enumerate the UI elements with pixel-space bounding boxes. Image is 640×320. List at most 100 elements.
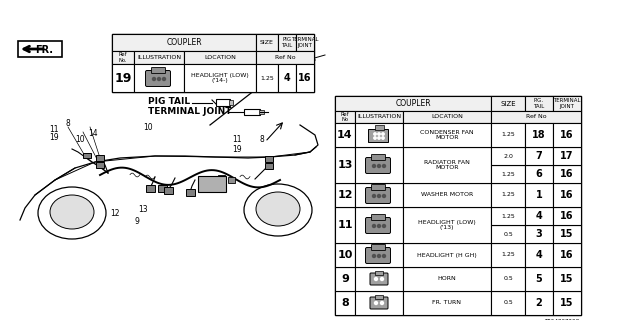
Bar: [525, 123, 553, 147]
Text: 16: 16: [560, 169, 573, 179]
Text: FR. TURN: FR. TURN: [433, 300, 461, 306]
Bar: [553, 147, 581, 165]
Text: P.G.
TAIL: P.G. TAIL: [533, 98, 545, 109]
Ellipse shape: [256, 192, 300, 226]
Bar: [218, 175, 225, 181]
Text: PIG
TAIL: PIG TAIL: [282, 37, 292, 48]
Text: 11: 11: [232, 134, 242, 143]
Bar: [335, 123, 355, 147]
Circle shape: [374, 277, 378, 281]
Circle shape: [383, 195, 385, 197]
Circle shape: [383, 254, 385, 258]
FancyBboxPatch shape: [365, 188, 390, 204]
Text: Ref
No.: Ref No.: [119, 52, 127, 63]
Text: 16: 16: [560, 190, 573, 200]
FancyBboxPatch shape: [370, 273, 388, 285]
FancyBboxPatch shape: [371, 155, 385, 161]
Bar: [256, 34, 278, 51]
Text: 19: 19: [49, 133, 59, 142]
Circle shape: [163, 77, 166, 81]
Bar: [491, 207, 525, 225]
Text: 1: 1: [536, 190, 542, 200]
Bar: [525, 183, 553, 207]
Bar: [491, 225, 525, 243]
Bar: [228, 177, 235, 183]
Bar: [491, 267, 525, 291]
Bar: [112, 34, 314, 92]
Bar: [403, 111, 491, 123]
Ellipse shape: [50, 195, 94, 229]
Text: 1.25: 1.25: [501, 193, 515, 197]
Text: 15: 15: [560, 298, 573, 308]
Bar: [525, 267, 553, 291]
Bar: [525, 243, 553, 267]
Text: 8: 8: [260, 134, 264, 143]
Text: 10: 10: [75, 134, 85, 143]
Ellipse shape: [244, 184, 312, 236]
Text: HEADLIGHT (LOW)
('14-): HEADLIGHT (LOW) ('14-): [191, 73, 249, 84]
Circle shape: [381, 277, 383, 281]
Text: 10: 10: [337, 250, 353, 260]
Bar: [256, 51, 314, 64]
Text: Ref No: Ref No: [525, 115, 547, 119]
Bar: [265, 163, 273, 169]
Text: 19: 19: [232, 145, 242, 154]
Text: 15: 15: [560, 274, 573, 284]
FancyBboxPatch shape: [371, 185, 385, 190]
Text: 16: 16: [560, 211, 573, 221]
Text: 9: 9: [341, 274, 349, 284]
Bar: [256, 64, 278, 92]
Text: 1.25: 1.25: [501, 213, 515, 219]
Circle shape: [378, 254, 381, 258]
Bar: [355, 207, 403, 243]
Bar: [525, 291, 553, 315]
Text: 6: 6: [536, 169, 542, 179]
Bar: [198, 178, 205, 184]
Text: RADIATOR FAN
MOTOR: RADIATOR FAN MOTOR: [424, 160, 470, 170]
FancyBboxPatch shape: [145, 70, 170, 86]
Bar: [403, 147, 491, 183]
Text: PIG TAIL: PIG TAIL: [148, 98, 190, 107]
Circle shape: [383, 164, 385, 167]
FancyBboxPatch shape: [365, 218, 390, 234]
Text: 4: 4: [284, 73, 291, 83]
Bar: [355, 147, 403, 183]
Bar: [335, 147, 355, 183]
FancyBboxPatch shape: [365, 157, 390, 173]
Text: 0.5: 0.5: [503, 300, 513, 306]
Text: 4: 4: [536, 211, 542, 221]
Text: 1.25: 1.25: [260, 76, 274, 81]
Bar: [375, 295, 383, 299]
Text: HEADLIGHT (LOW)
('13): HEADLIGHT (LOW) ('13): [418, 220, 476, 230]
Bar: [403, 243, 491, 267]
Bar: [184, 51, 256, 64]
Bar: [265, 156, 273, 162]
Bar: [296, 34, 314, 51]
Bar: [210, 176, 217, 182]
Bar: [335, 291, 355, 315]
Bar: [186, 189, 195, 196]
Text: ILLUSTRATION: ILLUSTRATION: [137, 55, 181, 60]
Circle shape: [372, 164, 376, 167]
Bar: [112, 51, 134, 64]
FancyBboxPatch shape: [18, 41, 62, 57]
Bar: [491, 183, 525, 207]
Bar: [216, 99, 230, 106]
Text: CONDENSER FAN
MOTOR: CONDENSER FAN MOTOR: [420, 130, 474, 140]
Bar: [491, 243, 525, 267]
Bar: [355, 183, 403, 207]
Bar: [553, 207, 581, 225]
Bar: [278, 34, 296, 51]
Text: 4: 4: [536, 250, 542, 260]
Circle shape: [378, 133, 380, 135]
Bar: [335, 96, 491, 111]
Bar: [244, 109, 260, 115]
FancyBboxPatch shape: [365, 247, 390, 263]
Bar: [403, 291, 491, 315]
Text: 1.25: 1.25: [501, 172, 515, 177]
Text: 15: 15: [560, 229, 573, 239]
Text: 0.5: 0.5: [503, 231, 513, 236]
Bar: [525, 96, 553, 111]
Text: 2: 2: [536, 298, 542, 308]
Bar: [403, 183, 491, 207]
